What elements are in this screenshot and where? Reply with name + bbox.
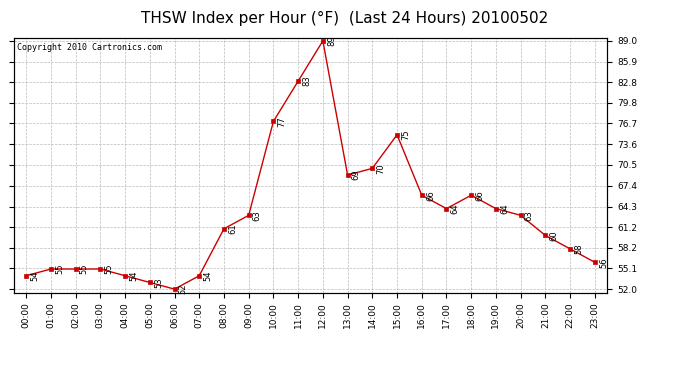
Text: THSW Index per Hour (°F)  (Last 24 Hours) 20100502: THSW Index per Hour (°F) (Last 24 Hours)… (141, 11, 549, 26)
Text: 70: 70 (377, 163, 386, 174)
Text: 55: 55 (80, 264, 89, 274)
Text: 66: 66 (426, 190, 435, 201)
Text: 60: 60 (549, 230, 558, 241)
Text: 63: 63 (253, 210, 262, 221)
Text: 64: 64 (451, 203, 460, 214)
Text: 64: 64 (500, 203, 509, 214)
Text: 83: 83 (302, 76, 311, 87)
Text: 77: 77 (277, 116, 286, 127)
Text: 56: 56 (599, 257, 608, 268)
Text: 75: 75 (401, 129, 410, 140)
Text: 89: 89 (327, 36, 336, 46)
Text: Copyright 2010 Cartronics.com: Copyright 2010 Cartronics.com (17, 43, 161, 52)
Text: 58: 58 (574, 244, 583, 254)
Text: 54: 54 (204, 270, 213, 281)
Text: 52: 52 (179, 284, 188, 294)
Text: 69: 69 (352, 170, 361, 180)
Text: 61: 61 (228, 224, 237, 234)
Text: 53: 53 (154, 277, 163, 288)
Text: 63: 63 (525, 210, 534, 221)
Text: 55: 55 (104, 264, 113, 274)
Text: 54: 54 (129, 270, 138, 281)
Text: 54: 54 (30, 270, 39, 281)
Text: 55: 55 (55, 264, 64, 274)
Text: 66: 66 (475, 190, 484, 201)
